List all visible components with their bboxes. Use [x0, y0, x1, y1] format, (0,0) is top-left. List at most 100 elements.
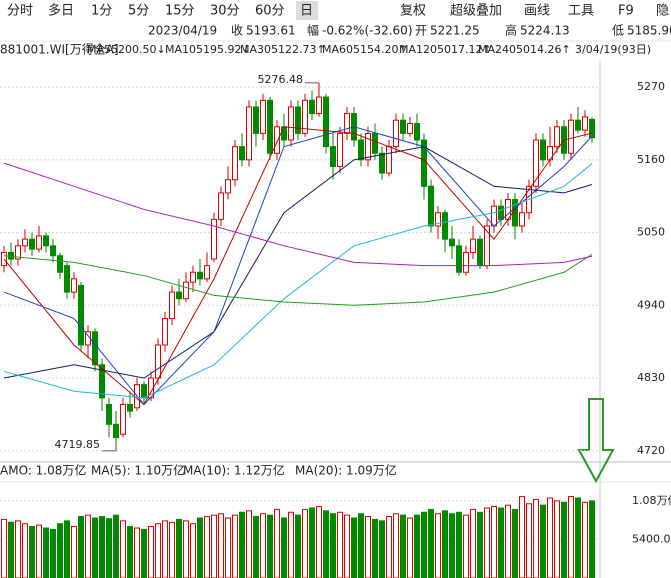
tool-button[interactable]: 工具 [568, 4, 594, 19]
volume-bar [15, 520, 21, 578]
legend-value: 5154.20↑ [353, 43, 408, 56]
candle-body [183, 281, 189, 300]
volume-bar [456, 511, 462, 578]
volume-bar [281, 517, 287, 578]
legend-value: 5195.92↓ [196, 43, 251, 56]
period-tab[interactable]: 1分 [91, 4, 112, 19]
volume-stat: AMO: 1.08万亿 [0, 463, 86, 478]
volume-bar [260, 513, 266, 578]
candle-body [113, 423, 119, 439]
volume-bar [99, 516, 105, 578]
candle-body [589, 118, 595, 139]
candle-body [57, 255, 63, 273]
volume-bar [92, 517, 98, 578]
tool-button[interactable]: F9 [618, 4, 634, 19]
candle-body [50, 245, 56, 257]
legend-name: MA240 [478, 43, 516, 56]
volume-bar [50, 528, 56, 578]
legend-value: 5017.12↑ [437, 43, 492, 56]
candle-body [414, 122, 420, 141]
candle-body [393, 119, 399, 148]
volume-bar [414, 514, 420, 578]
volume-bar [379, 520, 385, 578]
chart-title: 881001.WI[万得全A] [0, 42, 119, 57]
volume-bar [484, 507, 490, 578]
candle-body [281, 126, 287, 141]
ma-line [3, 253, 593, 306]
tool-button[interactable]: 复权 [400, 3, 426, 19]
volume-bar [239, 511, 245, 578]
candle-body [407, 122, 413, 134]
candle-body [246, 106, 252, 161]
candle-body [120, 403, 126, 435]
quote-value: 5185.90 [627, 24, 671, 38]
period-tab[interactable]: 多日 [48, 3, 74, 19]
period-tab[interactable]: 5分 [128, 4, 149, 19]
volume-bar [288, 511, 294, 578]
tool-button[interactable]: 画线 [524, 4, 550, 19]
volume-bar [1, 518, 7, 578]
candle-body [372, 132, 378, 154]
candle-body [78, 284, 84, 346]
candle-body [477, 238, 483, 267]
candle-body [260, 99, 266, 134]
volume-bar [246, 510, 252, 578]
volume-bar [197, 517, 203, 578]
volume-bar [43, 527, 49, 578]
period-tab[interactable]: 30分 [210, 4, 240, 19]
volume-bar [568, 496, 574, 578]
quote-label: 收 [231, 24, 243, 38]
legend-value: 5122.73↑ [271, 43, 326, 56]
candle-body [386, 146, 392, 174]
candle-body [106, 403, 112, 425]
candle-body [99, 364, 105, 399]
volume-bar [302, 508, 308, 578]
candle-body [274, 126, 280, 154]
candle-body [456, 245, 462, 273]
volume-bar [218, 513, 224, 578]
candle-body [365, 132, 371, 161]
tool-button[interactable]: 隐 [656, 4, 669, 19]
volume-bar [561, 501, 567, 578]
candle-body [232, 146, 238, 181]
candle-body [71, 278, 77, 293]
volume-bar [554, 500, 560, 578]
volume-bar [106, 518, 112, 578]
candle-body [568, 119, 574, 154]
quote-label: 低 [612, 24, 624, 38]
candle-body [288, 106, 294, 141]
candle-body [15, 245, 21, 260]
candle-body [162, 318, 168, 346]
volume-bar [295, 514, 301, 578]
volume-bar [547, 497, 553, 578]
candle-body [309, 99, 315, 115]
quote-date: 2023/04/19 [148, 24, 217, 38]
candle-body [435, 212, 441, 227]
candle-body [36, 235, 42, 250]
tool-button[interactable]: 超级叠加 [450, 4, 502, 19]
volume-bar [225, 517, 231, 578]
period-tab[interactable]: 15分 [165, 4, 195, 19]
volume-bar [253, 516, 259, 578]
legend-name: MA10 [165, 43, 196, 56]
candle-body [519, 212, 525, 227]
legend-name: MA30 [240, 43, 271, 56]
volume-bar [337, 511, 343, 578]
ma-line [3, 162, 593, 267]
candle-body [533, 139, 539, 187]
quote-value: 5193.61 [246, 24, 296, 38]
period-tab[interactable]: 日 [300, 4, 313, 19]
candle-body [64, 265, 70, 293]
volume-bar [232, 514, 238, 578]
volume-bar [449, 513, 455, 578]
period-tab[interactable]: 分时 [7, 4, 33, 19]
volume-bar [148, 526, 154, 578]
legend-value: 5014.26↑ [516, 43, 571, 56]
candle-body [330, 146, 336, 167]
volume-bar [330, 513, 336, 578]
range-label: 3/04/19(93日) [575, 43, 651, 56]
candle-body [29, 238, 35, 250]
candle-body [470, 238, 476, 253]
period-tab[interactable]: 60分 [255, 4, 285, 19]
